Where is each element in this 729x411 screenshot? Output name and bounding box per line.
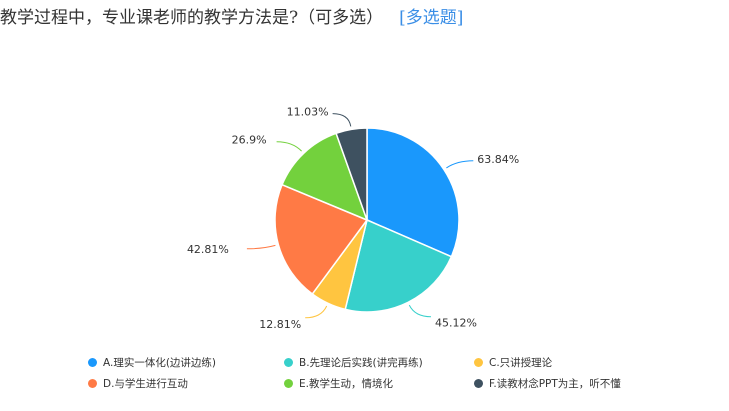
leader-line-a: [446, 160, 474, 169]
legend-label: E.教学生动，情境化: [299, 378, 393, 390]
legend-label: D.与学生进行互动: [103, 378, 188, 390]
pie-chart: 63.84% 45.12% 12.81% 42.81% 26.9% 11.03%: [187, 106, 519, 331]
leader-line-e: [276, 141, 302, 152]
data-label-c: 12.81%: [259, 318, 301, 331]
pie-slice-f[interactable]: [335, 127, 368, 221]
legend-label: A.理实一体化(边讲边练): [103, 357, 217, 369]
multi-select-tag[interactable]: [多选题]: [399, 8, 464, 28]
legend-marker-icon: [88, 358, 97, 367]
data-label-d: 42.81%: [187, 243, 229, 256]
legend-item-b[interactable]: B.先理论后实践(讲完再练): [284, 355, 474, 370]
legend-item-a[interactable]: A.理实一体化(边讲边练): [88, 355, 284, 370]
pie-slice-b[interactable]: [344, 218, 453, 313]
legend-marker-icon: [474, 358, 483, 367]
pie-slice-e[interactable]: [281, 132, 369, 222]
leader-line-d: [246, 244, 276, 250]
legend-marker-icon: [88, 379, 97, 388]
leader-line-f: [332, 113, 352, 127]
question-text: 教学过程中，专业课老师的教学方法是?（可多选）: [0, 8, 384, 28]
data-label-a: 63.84%: [477, 153, 519, 166]
data-label-b: 45.12%: [435, 317, 477, 330]
pie-slice-a[interactable]: [366, 127, 460, 258]
legend-label: C.只讲授理论: [489, 357, 553, 369]
leader-line-b: [408, 304, 432, 318]
legend-marker-icon: [284, 379, 293, 388]
legend-item-e[interactable]: E.教学生动，情境化: [284, 376, 474, 391]
legend-item-f[interactable]: F.读教材念PPT为主，听不懂: [474, 376, 648, 391]
legend-label: F.读教材念PPT为主，听不懂: [489, 378, 621, 390]
data-label-e: 26.9%: [232, 134, 267, 147]
pie-slice-d[interactable]: [274, 183, 369, 296]
leader-line-c: [305, 305, 328, 319]
legend-marker-icon: [284, 358, 293, 367]
chart-legend: A.理实一体化(边讲边练) B.先理论后实践(讲完再练) C.只讲授理论 D.与学生进…: [88, 355, 648, 391]
legend-item-c[interactable]: C.只讲授理论: [474, 355, 648, 370]
legend-label: B.先理论后实践(讲完再练): [299, 357, 423, 369]
legend-marker-icon: [474, 379, 483, 388]
question-title: 教学过程中，专业课老师的教学方法是?（可多选） [多选题]: [0, 4, 463, 32]
legend-item-d[interactable]: D.与学生进行互动: [88, 376, 284, 391]
data-label-f: 11.03%: [287, 106, 329, 119]
